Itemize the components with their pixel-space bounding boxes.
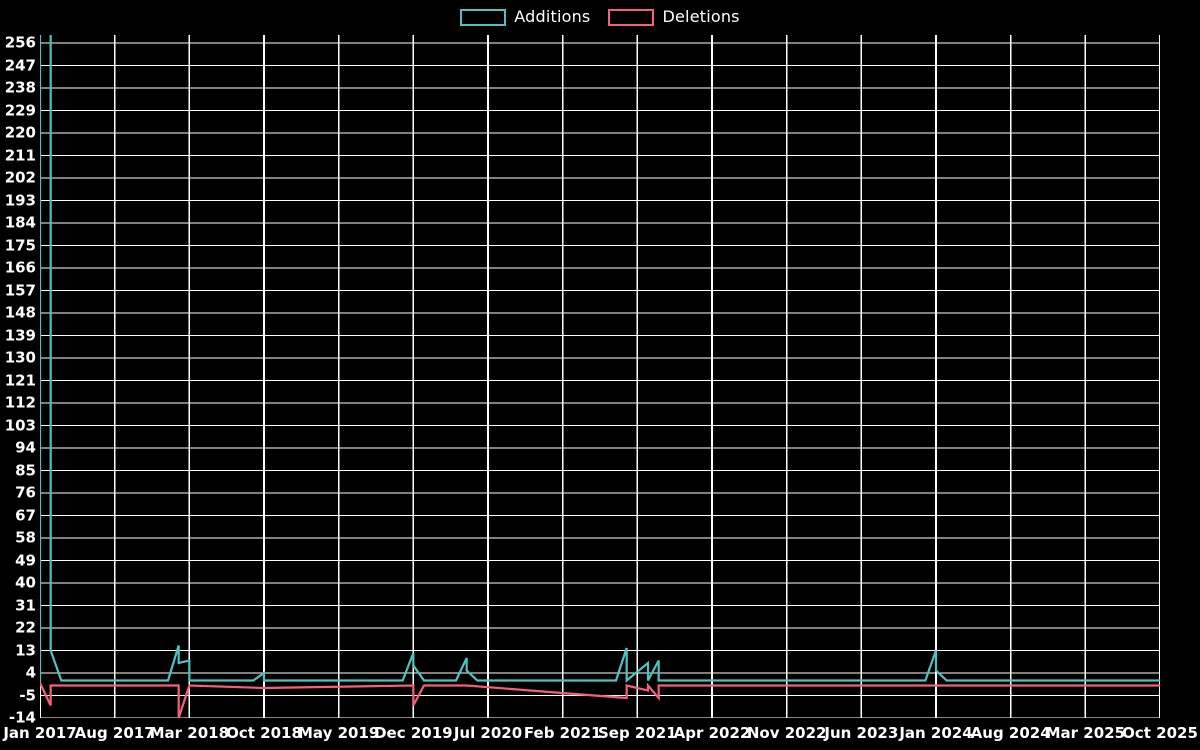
legend-label-deletions: Deletions <box>662 7 740 26</box>
y-axis-tick: 256 <box>4 33 36 52</box>
y-axis-tick: 112 <box>4 393 36 412</box>
x-axis-tick: Sep 2021 <box>597 724 677 742</box>
plot-area <box>40 35 1160 718</box>
y-axis-tick: 58 <box>15 528 36 547</box>
y-axis-labels: 256 247 238 229 220 211 202 193 184 175 166 157 148 1… <box>0 0 36 750</box>
y-axis-tick: 139 <box>4 326 36 344</box>
y-axis-tick: 148 <box>4 303 36 322</box>
y-axis-tick: 94 <box>15 438 36 457</box>
x-axis-tick: Nov 2022 <box>746 724 827 742</box>
y-axis-tick: 85 <box>15 461 36 479</box>
x-axis-tick: Feb 2021 <box>523 724 602 742</box>
y-axis-tick: 157 <box>4 281 36 299</box>
y-axis-tick: 184 <box>4 213 36 232</box>
y-axis-tick: 130 <box>4 348 36 367</box>
y-axis-tick: 49 <box>15 551 36 569</box>
x-axis-tick: Oct 2018 <box>226 724 302 742</box>
y-axis-tick: 193 <box>4 191 36 209</box>
x-axis-tick: May 2019 <box>297 724 380 742</box>
x-axis-tick: Mar 2018 <box>149 724 230 742</box>
x-axis-tick: Oct 2025 <box>1122 724 1198 742</box>
x-axis-tick: Mar 2025 <box>1045 724 1126 742</box>
y-axis-tick: 175 <box>4 236 36 254</box>
chart-series-layer <box>40 35 1160 718</box>
y-axis-tick: 31 <box>15 596 36 614</box>
chart-legend: Additions Deletions <box>0 0 1200 34</box>
y-axis-tick: 202 <box>4 168 36 187</box>
y-axis-tick: 247 <box>4 56 36 74</box>
y-axis-tick: -5 <box>19 686 36 704</box>
y-axis-tick: 4 <box>25 663 36 682</box>
series-line-additions <box>40 35 1160 683</box>
y-axis-tick: 166 <box>4 258 36 277</box>
y-axis-tick: 229 <box>4 101 36 119</box>
legend-item-additions[interactable]: Additions <box>460 7 591 26</box>
legend-label-additions: Additions <box>514 7 591 26</box>
legend-swatch-deletions-icon <box>608 8 655 26</box>
y-axis-tick: 40 <box>15 573 36 592</box>
legend-item-deletions[interactable]: Deletions <box>608 7 740 26</box>
y-axis-tick: 76 <box>15 483 36 502</box>
y-axis-tick: 67 <box>15 506 36 524</box>
y-axis-tick: 13 <box>15 641 36 659</box>
x-axis-labels: Jan 2017 Aug 2017 Mar 2018 Oct 2018 May 2019… <box>0 726 1200 750</box>
y-axis-tick: 238 <box>4 78 36 97</box>
legend-swatch-additions-icon <box>460 8 507 26</box>
x-axis-tick: Apr 2022 <box>673 724 751 742</box>
chart-gridlines <box>40 35 1160 718</box>
x-axis-tick: Jun 2023 <box>824 724 899 742</box>
x-axis-tick: Jul 2020 <box>453 724 523 742</box>
x-axis-tick: Dec 2019 <box>374 724 453 742</box>
y-axis-tick: 103 <box>4 416 36 434</box>
series-line-deletions <box>40 682 1160 718</box>
y-axis-tick: 22 <box>15 618 36 637</box>
y-axis-tick: 220 <box>4 123 36 142</box>
y-axis-tick: -14 <box>8 708 36 727</box>
x-axis-tick: Jan 2017 <box>3 724 77 742</box>
y-axis-tick: 121 <box>4 371 36 389</box>
x-axis-tick: Aug 2024 <box>970 724 1051 742</box>
x-axis-tick: Jan 2024 <box>899 724 973 742</box>
y-axis-tick: 211 <box>4 146 36 164</box>
x-axis-tick: Aug 2017 <box>74 724 155 742</box>
